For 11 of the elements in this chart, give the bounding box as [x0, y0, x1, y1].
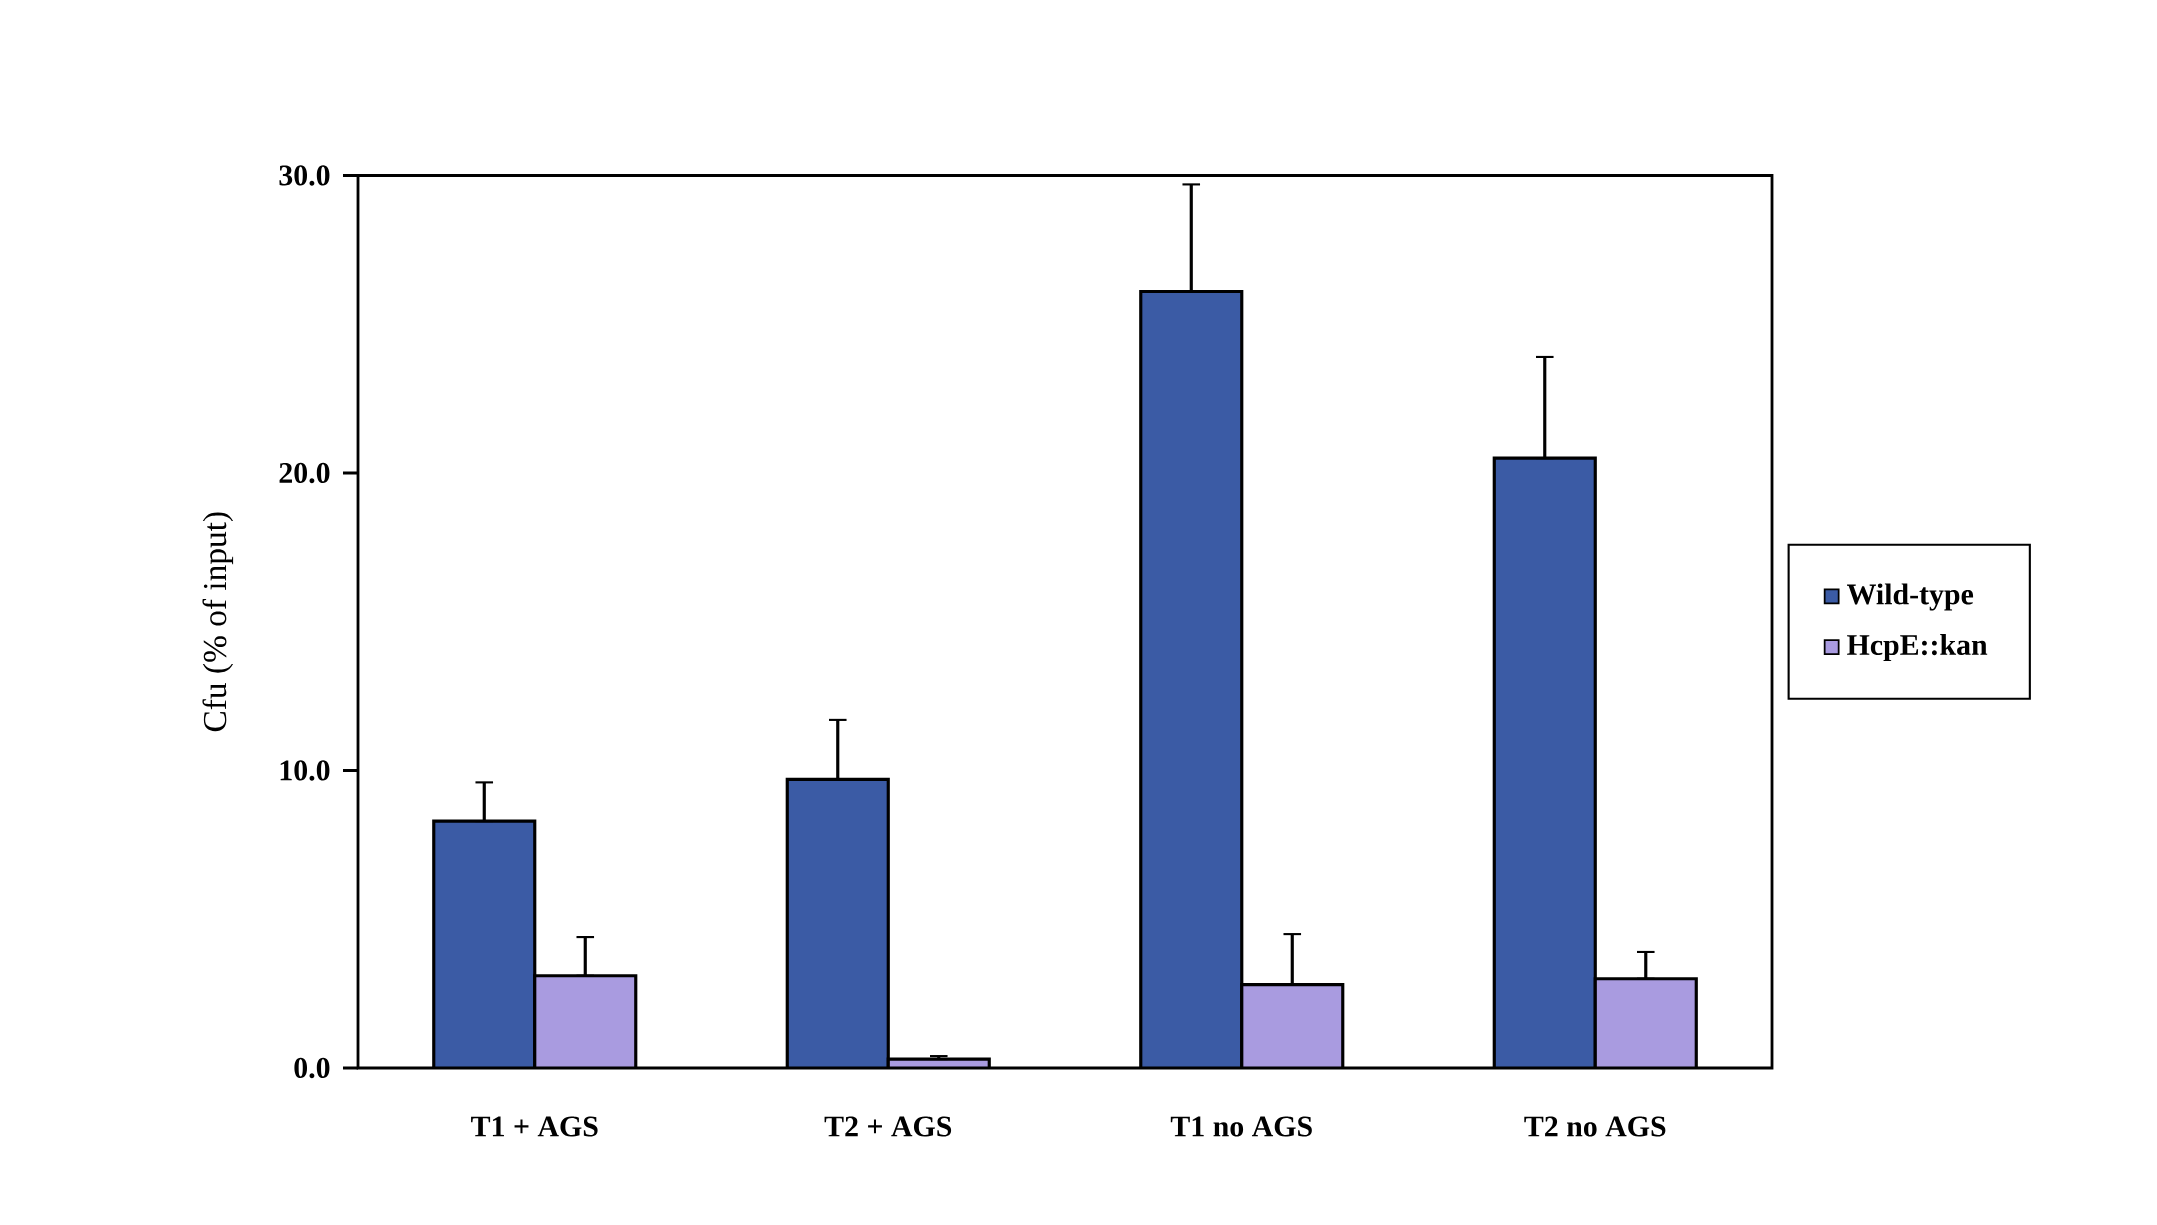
legend-label: Wild-type: [1847, 583, 1974, 611]
legend-label: HcpE::kan: [1847, 634, 1988, 662]
y-axis-title: Cfu (% of input): [202, 512, 234, 732]
x-tick-label: T2 + AGS: [824, 1116, 952, 1137]
x-tick-label: T1 + AGS: [471, 1116, 598, 1137]
y-tick-label: 30.0: [279, 165, 330, 186]
y-tick-label: 20.0: [279, 462, 330, 484]
y-tick-label: 10.0: [280, 760, 330, 781]
x-tick-label: T1 no AGS: [1170, 1116, 1312, 1137]
x-tick-label: T2 no AGS: [1524, 1116, 1666, 1137]
y-tick-label: 0.0: [294, 1057, 330, 1079]
